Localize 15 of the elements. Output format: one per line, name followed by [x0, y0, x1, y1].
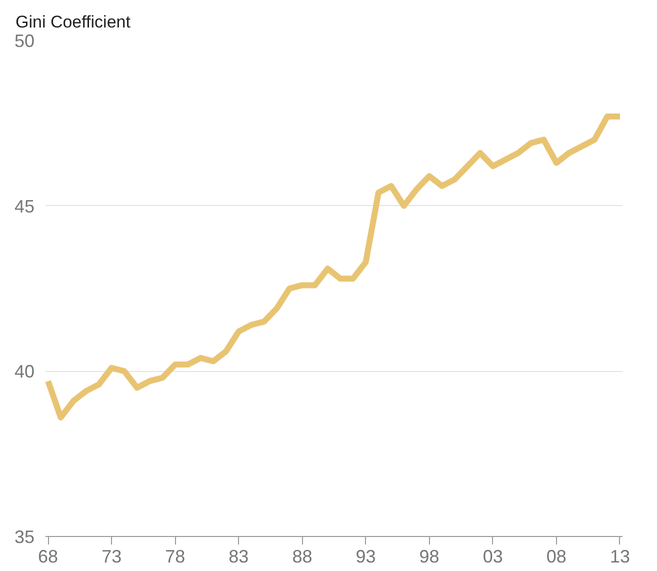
x-tick-label: 78: [165, 546, 186, 566]
x-tick-label: 68: [38, 546, 58, 566]
y-axis-title: Gini Coefficient: [16, 12, 131, 32]
x-tick-label: 83: [228, 546, 249, 566]
x-tick-label: 13: [610, 546, 630, 566]
y-tick-label: 35: [14, 527, 35, 547]
x-tick-label: 08: [546, 546, 566, 566]
x-tick-label: 98: [419, 546, 440, 566]
y-tick-label: 45: [14, 196, 35, 216]
x-tick-label: 73: [102, 546, 122, 566]
y-tick-label: 40: [14, 362, 35, 382]
x-tick-label: 88: [292, 546, 312, 566]
x-tick-label: 03: [482, 546, 503, 566]
x-tick-label: 93: [356, 546, 376, 566]
y-tick-label: 50: [14, 31, 35, 51]
